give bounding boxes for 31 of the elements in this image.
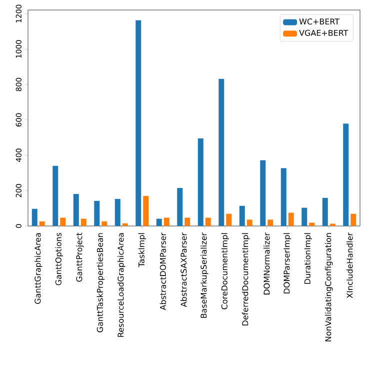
- bar: [39, 221, 45, 226]
- bar: [184, 218, 190, 226]
- bar: [156, 218, 162, 226]
- bar: [80, 218, 86, 226]
- bar: [136, 20, 142, 226]
- bar: [143, 196, 149, 226]
- bar: [350, 214, 356, 226]
- bar: [205, 218, 211, 226]
- bar: [73, 194, 79, 226]
- bar: [343, 124, 349, 226]
- bar: [268, 220, 274, 226]
- bar: [239, 206, 245, 226]
- bar: [122, 223, 128, 226]
- bar: [218, 78, 224, 226]
- bar: [260, 160, 266, 226]
- bar: [322, 198, 328, 226]
- bar: [302, 208, 308, 226]
- bar: [164, 218, 170, 226]
- bar: [32, 208, 38, 226]
- bar: [198, 138, 204, 226]
- bar: [114, 198, 120, 226]
- bar: [94, 200, 100, 226]
- bar: [177, 188, 183, 226]
- bar: [226, 214, 232, 226]
- bar: [309, 222, 315, 226]
- bar: [288, 212, 294, 226]
- bar: [60, 218, 66, 226]
- bar: [246, 220, 252, 226]
- bar: [280, 168, 286, 226]
- bar: [102, 221, 108, 226]
- bar: [52, 166, 58, 226]
